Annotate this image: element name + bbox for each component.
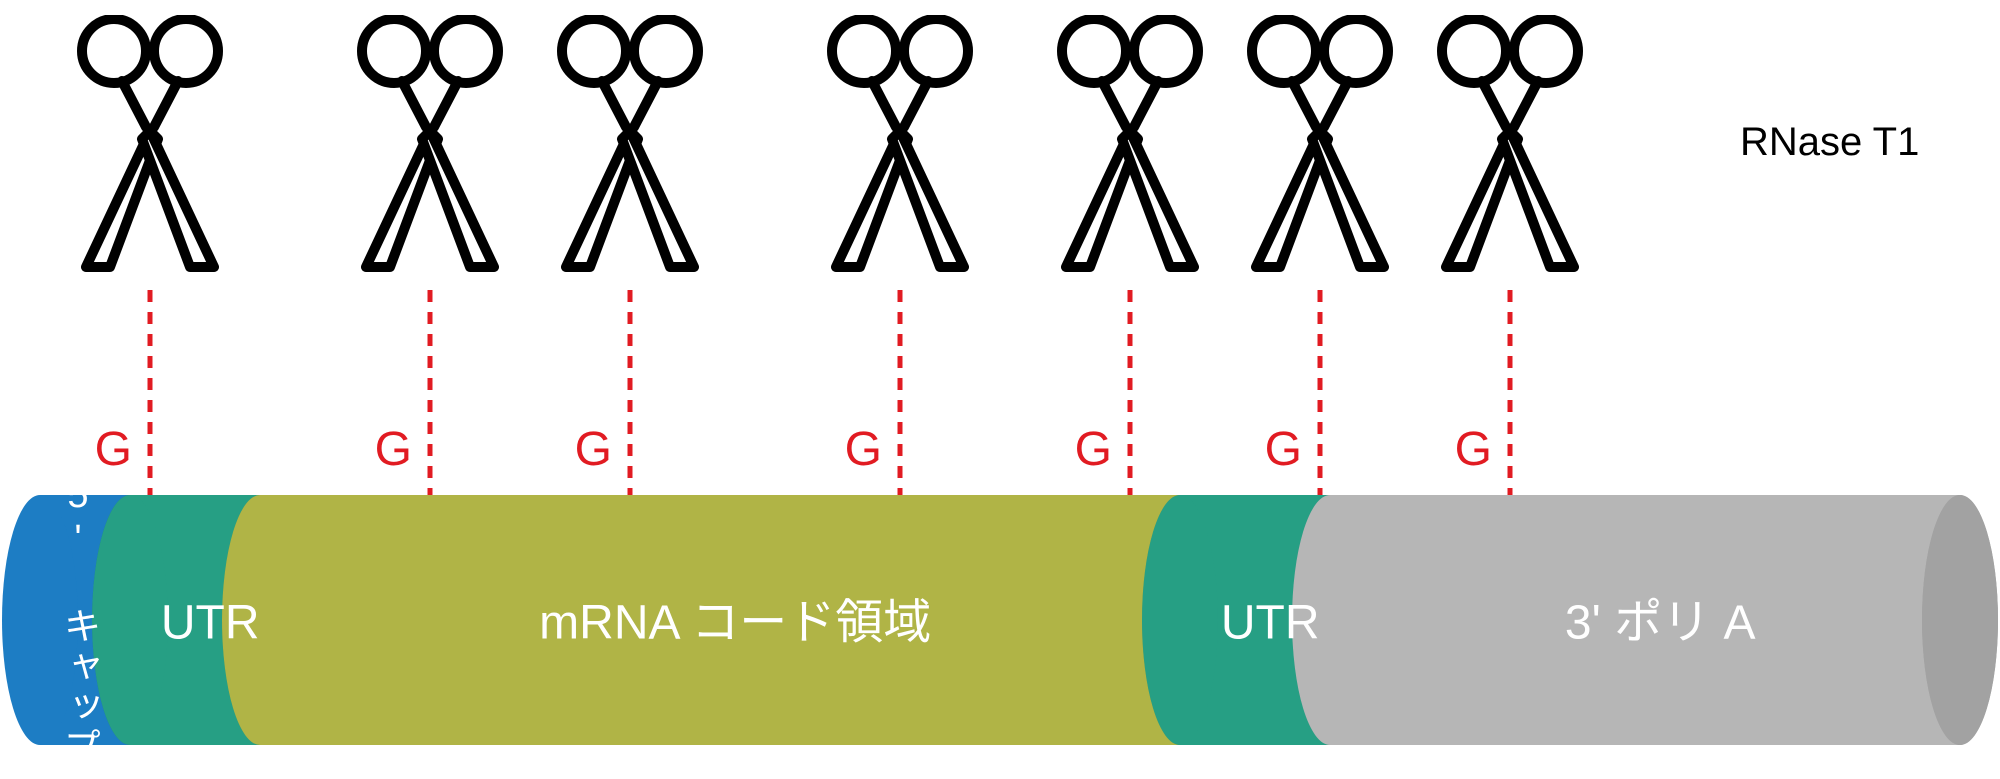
scissors-icon	[1442, 19, 1578, 267]
cut-site-7: G	[1442, 19, 1578, 495]
label-polyA: 3' ポリ A	[1565, 597, 1756, 650]
label-utr5: UTR	[161, 597, 260, 650]
scissors-icon	[362, 19, 498, 267]
cut-letter: G	[95, 423, 132, 476]
cut-letter: G	[1455, 423, 1492, 476]
cut-letter: G	[375, 423, 412, 476]
cut-letter: G	[845, 423, 882, 476]
cut-site-6: G	[1252, 19, 1388, 495]
label-utr3: UTR	[1221, 597, 1320, 650]
scissors-icon	[82, 19, 218, 267]
cut-letter: G	[1075, 423, 1112, 476]
segment-leftcap-utr3	[1142, 495, 1218, 745]
cut-site-1: G	[82, 19, 218, 495]
scissors-icon	[1252, 19, 1388, 267]
mrna-cylinder: 5' キャップ UTR mRNA コード領域 UTR 3' ポリ A	[2, 474, 1998, 766]
label-cap: 5' キャップ	[57, 474, 99, 766]
cut-letter: G	[575, 423, 612, 476]
scissors-icon	[1062, 19, 1198, 267]
cut-site-3: G	[562, 19, 698, 495]
cut-letter: G	[1265, 423, 1302, 476]
label-coding: mRNA コード領域	[539, 597, 931, 650]
cylinder-right-face	[1922, 495, 1998, 745]
cut-sites: GGGGGGG	[82, 19, 1578, 495]
cut-site-2: G	[362, 19, 498, 495]
segment-leftcap-utr5	[92, 495, 168, 745]
cut-site-4: G	[832, 19, 968, 495]
scissors-icon	[832, 19, 968, 267]
enzyme-label: RNase T1	[1740, 120, 1919, 164]
cut-site-5: G	[1062, 19, 1198, 495]
scissors-icon	[562, 19, 698, 267]
